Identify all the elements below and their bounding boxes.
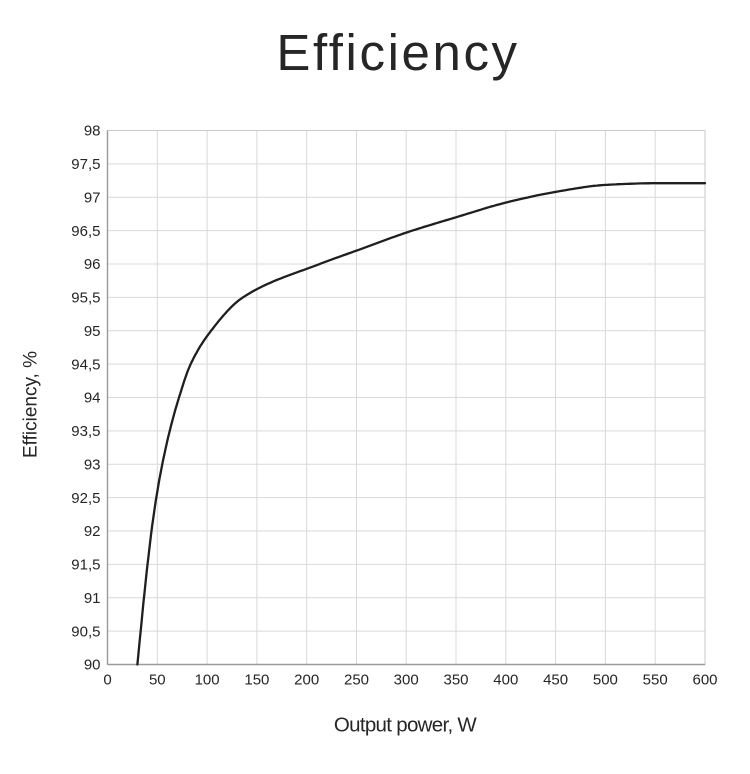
svg-text:250: 250 [344,672,369,689]
svg-text:94: 94 [84,390,101,407]
svg-text:Efficiency, %: Efficiency, % [21,351,42,458]
svg-text:150: 150 [244,672,269,689]
svg-text:0: 0 [103,672,111,689]
svg-text:Output power, W: Output power, W [334,714,478,737]
svg-text:92,5: 92,5 [71,490,100,507]
svg-text:500: 500 [593,672,618,689]
svg-text:95,5: 95,5 [71,290,100,307]
svg-text:90,5: 90,5 [71,623,100,640]
svg-text:95: 95 [84,323,101,340]
svg-text:97: 97 [84,189,101,206]
svg-text:450: 450 [543,672,568,689]
svg-text:91: 91 [84,590,101,607]
svg-text:96,5: 96,5 [71,223,100,240]
svg-text:96: 96 [84,256,101,273]
svg-text:98: 98 [84,123,101,140]
svg-text:94,5: 94,5 [71,356,100,373]
svg-text:97,5: 97,5 [71,156,100,173]
svg-text:300: 300 [394,672,419,689]
svg-text:400: 400 [493,672,518,689]
svg-text:92: 92 [84,523,101,540]
svg-text:100: 100 [195,672,220,689]
svg-text:350: 350 [443,672,468,689]
svg-text:600: 600 [692,672,717,689]
svg-text:50: 50 [149,672,166,689]
svg-text:550: 550 [643,672,668,689]
svg-text:Efficiency: Efficiency [276,24,519,81]
svg-text:93: 93 [84,456,101,473]
svg-text:91,5: 91,5 [71,557,100,574]
svg-text:93,5: 93,5 [71,423,100,440]
svg-text:90: 90 [84,657,101,674]
svg-text:200: 200 [294,672,319,689]
